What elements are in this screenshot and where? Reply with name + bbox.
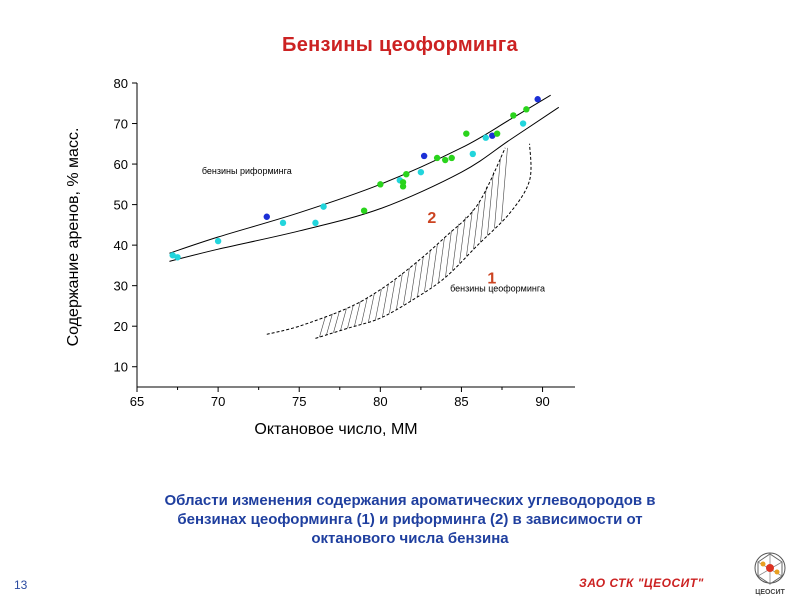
caption-line-1: Области изменения содержания ароматическ… [164, 492, 656, 509]
data-point [523, 106, 530, 113]
hatch-line [473, 200, 480, 250]
reforming-annotation: бензины риформинга [202, 166, 292, 176]
hatch-line [403, 267, 410, 306]
data-point [399, 183, 407, 190]
hatch-line [424, 249, 431, 292]
region-marker-1: 1 [487, 271, 496, 288]
chart: 65 70 75 80 85 90 10 20 30 40 50 60 70 80 Октановое чи… [65, 76, 575, 438]
data-point [534, 96, 541, 103]
hatch-line [333, 311, 340, 333]
data-point [320, 203, 327, 210]
data-point [519, 120, 527, 127]
hatch-line [501, 147, 508, 222]
data-point [377, 181, 384, 188]
hatch-line [431, 243, 438, 288]
slide-title: Бензины цеоформинга [282, 34, 518, 56]
y-axis-title: Содержание аренов, % масс. [65, 128, 82, 347]
data-point [312, 219, 319, 227]
hatch-line [480, 186, 487, 243]
x-tick-label: 75 [292, 394, 306, 409]
hatch-line [417, 256, 424, 297]
hatch-line [487, 172, 494, 236]
data-point [489, 132, 496, 139]
hatch-line [347, 304, 354, 329]
axes [132, 82, 575, 392]
data-point [214, 237, 222, 245]
hatch-line [494, 157, 501, 229]
company-name: ЗАО СТК "ЦЕОСИТ" [579, 576, 704, 590]
region-boundaries [169, 94, 560, 339]
hatch-line [375, 288, 382, 320]
reforming-lower-boundary [169, 106, 560, 262]
data-point [442, 156, 449, 164]
caption-line-3: октанового числа бензина [311, 530, 509, 547]
data-point [420, 152, 428, 160]
y-tick-label: 20 [114, 319, 128, 334]
x-axis-title: Октановое число, ММ [254, 421, 417, 438]
data-point [417, 168, 425, 176]
region-marker-2: 2 [427, 210, 436, 227]
chart-caption: Области изменения содержания ароматическ… [105, 491, 715, 548]
hatch-line [354, 300, 361, 327]
company-logo-icon: ЦЕОСИТ [754, 552, 786, 596]
zeoforming-hatch [319, 147, 508, 338]
data-point [169, 252, 176, 259]
data-point [493, 130, 501, 137]
zeoforming-annotation: бензины цеоформинга [450, 284, 545, 294]
hatch-line [389, 278, 396, 314]
x-tick-label: 65 [130, 394, 144, 409]
data-point [263, 213, 270, 220]
y-tick-label: 80 [114, 76, 128, 91]
hatch-line [382, 283, 389, 317]
y-tick-label: 60 [114, 157, 128, 172]
hatch-line [396, 273, 403, 310]
logo-text: ЦЕОСИТ [755, 589, 785, 596]
y-tick-label: 10 [114, 360, 128, 375]
data-point [510, 112, 517, 119]
hatch-line [361, 296, 368, 325]
x-tick-label: 80 [373, 394, 387, 409]
data-point [448, 154, 455, 162]
data-point [360, 207, 368, 214]
hatch-line [326, 313, 333, 336]
hatch-line [452, 223, 459, 271]
hatch-line [466, 209, 473, 257]
hatch-line [319, 316, 326, 338]
x-tick-label: 70 [211, 394, 225, 409]
chart-labels: 65 70 75 80 85 90 10 20 30 40 50 60 70 80 Октановое чи… [65, 76, 550, 438]
hatch-line [438, 237, 445, 283]
data-point [482, 134, 489, 141]
zeoforming-upper-boundary [266, 147, 506, 335]
x-tick-label: 90 [535, 394, 549, 409]
page-number: 13 [14, 578, 28, 592]
caption-line-2: бензинах цеоформинга (1) и риформинга (2… [177, 511, 643, 528]
data-point [463, 130, 470, 137]
hatch-line [410, 262, 417, 302]
data-point [469, 150, 476, 158]
hatch-line [445, 230, 452, 278]
data-points [169, 96, 541, 261]
y-tick-label: 40 [114, 238, 128, 253]
hatch-line [340, 308, 347, 331]
y-tick-label: 70 [114, 117, 128, 132]
y-tick-label: 30 [114, 279, 128, 294]
hatch-line [368, 292, 375, 322]
hatch-line [459, 216, 466, 264]
data-point [433, 154, 441, 162]
data-point [403, 171, 410, 178]
x-tick-label: 85 [454, 394, 468, 409]
data-point [174, 254, 181, 261]
data-point [279, 219, 287, 227]
y-tick-label: 50 [114, 198, 128, 213]
